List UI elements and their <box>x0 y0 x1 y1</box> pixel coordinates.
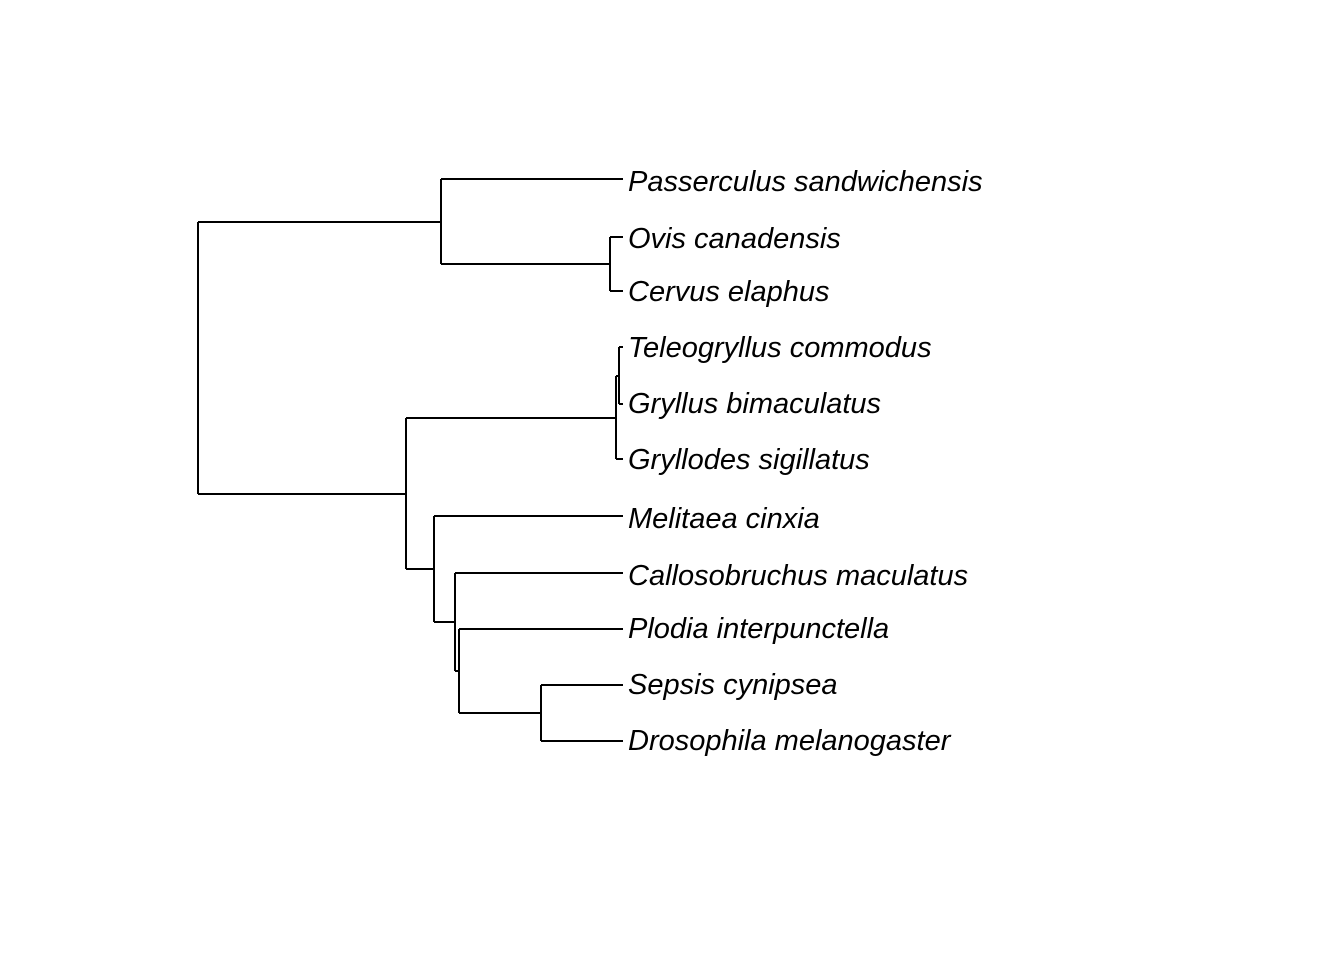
tip-label-plodia: Plodia interpunctella <box>628 613 889 645</box>
tip-label-gryllus: Gryllus bimaculatus <box>628 388 881 420</box>
tip-label-teleogryllus: Teleogryllus commodus <box>628 332 932 364</box>
tip-label-melitaea: Melitaea cinxia <box>628 503 820 535</box>
tip-label-cervus: Cervus elaphus <box>628 276 830 308</box>
tip-label-passerculus: Passerculus sandwichensis <box>628 166 983 198</box>
tip-label-callosobruchus: Callosobruchus maculatus <box>628 560 968 592</box>
tip-label-sepsis: Sepsis cynipsea <box>628 669 838 701</box>
tip-label-gryllodes: Gryllodes sigillatus <box>628 444 870 476</box>
tree-branches <box>197 178 623 742</box>
tip-labels: Passerculus sandwichensis Ovis canadensi… <box>628 166 983 757</box>
tip-label-ovis: Ovis canadensis <box>628 223 841 255</box>
tip-label-drosophila: Drosophila melanogaster <box>628 725 952 757</box>
